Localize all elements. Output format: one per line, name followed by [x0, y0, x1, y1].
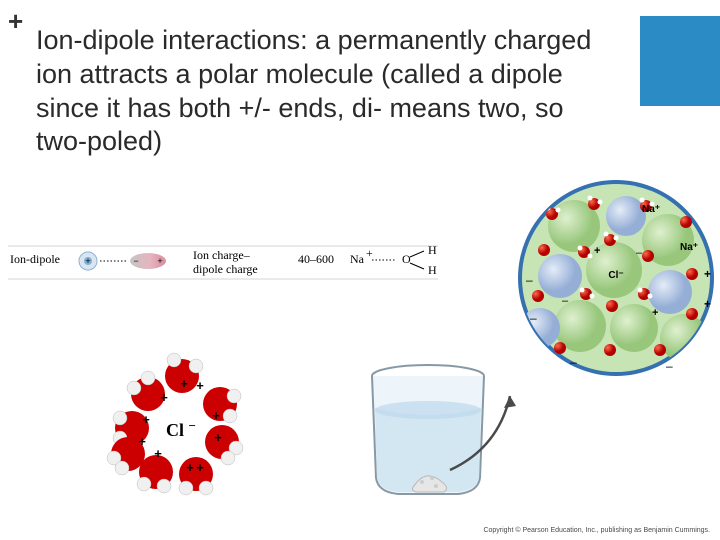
na-label-1: Na⁺	[642, 204, 660, 215]
svg-text:+: +	[142, 412, 150, 427]
hydration-sphere-diagram: Na⁺ Na⁺ Cl⁻ – + – + – – + – – +	[516, 178, 716, 378]
beaker-diagram	[350, 358, 520, 508]
svg-text:−: −	[133, 256, 138, 266]
svg-text:+: +	[160, 390, 168, 405]
svg-text:+: +	[704, 267, 711, 281]
svg-text:+: +	[157, 256, 162, 266]
row-energy: 40–600	[298, 252, 334, 266]
copyright-text: Copyright © Pearson Education, Inc., pub…	[483, 527, 710, 534]
svg-text:+: +	[85, 256, 90, 266]
svg-text:H: H	[428, 263, 437, 277]
svg-text:–: –	[570, 355, 577, 369]
slide-heading: Ion-dipole interactions: a permanently c…	[36, 24, 616, 159]
cl-label: Cl⁻	[608, 270, 623, 281]
svg-text:+: +	[704, 297, 711, 311]
row-label-left: Ion-dipole	[10, 252, 60, 266]
accent-box	[640, 16, 720, 106]
svg-text:–: –	[562, 295, 569, 307]
ion-dipole-row-diagram: Ion-dipole + − + Ion charge– dipole char…	[8, 245, 438, 295]
svg-text:+: +	[652, 307, 658, 319]
svg-text:Na: Na	[350, 252, 365, 266]
svg-text:H: H	[428, 245, 437, 257]
svg-text:+: +	[594, 245, 600, 257]
svg-text:O: O	[402, 252, 411, 266]
na-label-2: Na⁺	[680, 242, 698, 253]
svg-text:+: +	[154, 446, 162, 461]
svg-text:–: –	[530, 311, 537, 325]
corner-plus-icon: +	[8, 6, 23, 37]
svg-text:+: +	[214, 430, 222, 445]
svg-text:+: +	[366, 246, 373, 260]
svg-text:–: –	[666, 359, 673, 373]
row-label-mid-1: Ion charge–	[193, 248, 251, 262]
svg-text:+: +	[212, 408, 220, 423]
svg-text:+: +	[196, 460, 204, 475]
svg-text:–: –	[636, 247, 643, 259]
svg-text:+: +	[138, 434, 146, 449]
svg-text:+: +	[180, 376, 188, 391]
svg-text:–: –	[526, 273, 533, 287]
chloride-water-cluster: Cl − + + + + + + + + + +	[70, 330, 270, 500]
svg-text:+: +	[196, 378, 204, 393]
row-label-mid-2: dipole charge	[193, 262, 258, 276]
svg-text:+: +	[186, 460, 194, 475]
